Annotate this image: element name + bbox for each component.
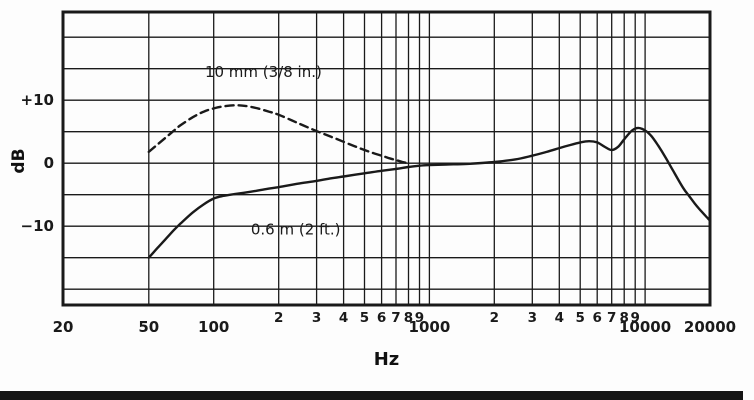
x-tick-minor-label: 7 xyxy=(607,310,616,326)
x-tick-minor-label: 5 xyxy=(575,310,584,326)
x-axis-label: Hz xyxy=(373,349,400,370)
y-tick-label: 0 xyxy=(44,154,54,172)
x-tick-minor-label: 2 xyxy=(274,310,283,326)
series-annotation: 0.6 m (2 ft.) xyxy=(251,220,341,238)
x-tick-minor-label: 3 xyxy=(528,310,537,326)
x-tick-label: 20000 xyxy=(684,318,736,336)
x-tick-minor-label: 4 xyxy=(555,310,564,326)
x-tick-minor-label: 3 xyxy=(312,310,321,326)
x-tick-minor-label: 7 xyxy=(391,310,400,326)
x-tick-minor-label: 8 xyxy=(404,310,413,326)
x-tick-minor-label: 4 xyxy=(339,310,348,326)
x-tick-label: 100 xyxy=(198,318,229,336)
y-tick-label: +10 xyxy=(21,91,54,109)
x-tick-label: 20 xyxy=(53,318,74,336)
curve-distance-0-6m xyxy=(147,126,712,259)
x-tick-minor-label: 5 xyxy=(360,310,369,326)
x-tick-minor-label: 6 xyxy=(592,310,601,326)
curve-close-10mm xyxy=(147,104,410,165)
series-annotation: 10 mm (3/8 in.) xyxy=(205,63,322,81)
y-tick-label: −10 xyxy=(21,217,54,235)
x-tick-label: 10000 xyxy=(619,318,671,336)
bottom-scan-bar xyxy=(0,391,743,400)
x-tick-label: 50 xyxy=(138,318,159,336)
x-tick-minor-label: 9 xyxy=(415,310,424,326)
y-axis-label: dB xyxy=(9,148,29,174)
x-tick-minor-label: 6 xyxy=(377,310,386,326)
x-tick-minor-label: 9 xyxy=(630,310,639,326)
plot-border xyxy=(61,10,712,307)
x-tick-minor-label: 8 xyxy=(619,310,628,326)
x-tick-minor-label: 2 xyxy=(490,310,499,326)
x-tick-label: 1000 xyxy=(409,318,451,336)
